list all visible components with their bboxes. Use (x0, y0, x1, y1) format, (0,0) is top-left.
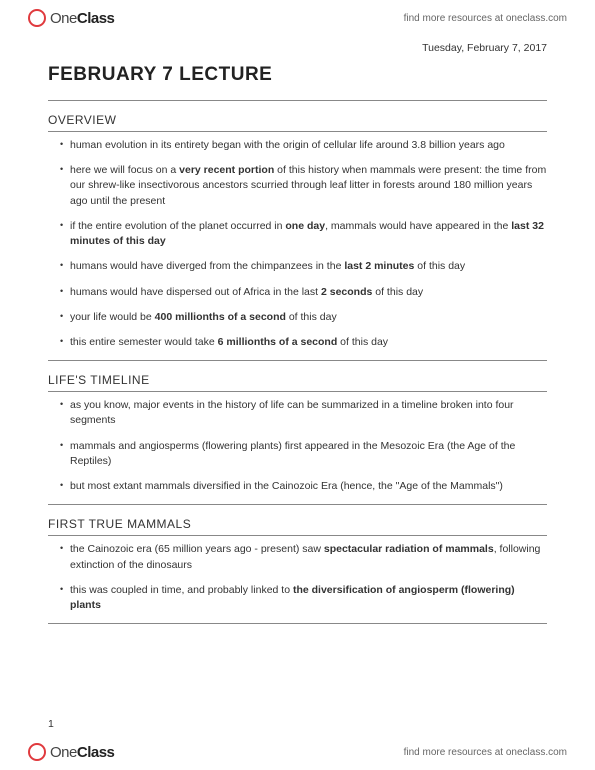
bold-text: 6 millionths of a second (218, 336, 338, 348)
divider (48, 131, 547, 132)
body-text: , mammals would have appeared in the (325, 220, 511, 232)
section-heading: LIFE'S TIMELINE (48, 373, 547, 387)
body-text: of this day (337, 336, 388, 348)
page-title: FEBRUARY 7 LECTURE (48, 64, 547, 86)
body-text: humans would have dispersed out of Afric… (70, 286, 321, 298)
bottom-bar: OneClass find more resources at oneclass… (0, 734, 595, 770)
list-item: as you know, major events in the history… (60, 398, 547, 428)
list-item: your life would be 400 millionths of a s… (60, 310, 547, 325)
bullet-list: the Cainozoic era (65 million years ago … (48, 542, 547, 613)
find-resources-link[interactable]: find more resources at oneclass.com (404, 13, 567, 24)
divider (48, 623, 547, 624)
body-text: but most extant mammals diversified in t… (70, 480, 503, 492)
body-text: as you know, major events in the history… (70, 399, 514, 426)
bold-text: 400 millionths of a second (155, 311, 286, 323)
body-text: of this day (372, 286, 423, 298)
divider (48, 391, 547, 392)
bold-text: very recent portion (179, 164, 274, 176)
page-number: 1 (48, 718, 54, 730)
divider (48, 100, 547, 101)
document-date: Tuesday, February 7, 2017 (48, 42, 547, 54)
body-text: humans would have diverged from the chim… (70, 260, 344, 272)
brand-text: OneClass (50, 744, 114, 761)
list-item: humans would have dispersed out of Afric… (60, 285, 547, 300)
top-bar: OneClass find more resources at oneclass… (0, 0, 595, 36)
brand-logo-footer: OneClass (28, 743, 114, 761)
list-item: if the entire evolution of the planet oc… (60, 219, 547, 249)
body-text: of this day (414, 260, 465, 272)
body-text: here we will focus on a (70, 164, 179, 176)
section-heading: OVERVIEW (48, 113, 547, 127)
bold-text: one day (285, 220, 325, 232)
find-resources-link-footer[interactable]: find more resources at oneclass.com (404, 747, 567, 758)
list-item: human evolution in its entirety began wi… (60, 138, 547, 153)
list-item: mammals and angiosperms (flowering plant… (60, 439, 547, 469)
divider (48, 360, 547, 361)
bold-text: 2 seconds (321, 286, 372, 298)
body-text: your life would be (70, 311, 155, 323)
list-item: the Cainozoic era (65 million years ago … (60, 542, 547, 572)
body-text: this entire semester would take (70, 336, 218, 348)
logo-icon (28, 743, 46, 761)
body-text: mammals and angiosperms (flowering plant… (70, 440, 515, 467)
bold-text: last 2 minutes (344, 260, 414, 272)
bullet-list: as you know, major events in the history… (48, 398, 547, 494)
list-item: this was coupled in time, and probably l… (60, 583, 547, 613)
body-text: of this day (286, 311, 337, 323)
list-item: humans would have diverged from the chim… (60, 259, 547, 274)
body-text: human evolution in its entirety began wi… (70, 139, 505, 151)
document-page: Tuesday, February 7, 2017 FEBRUARY 7 LEC… (0, 36, 595, 624)
bullet-list: human evolution in its entirety began wi… (48, 138, 547, 350)
bold-text: spectacular radiation of mammals (324, 543, 494, 555)
body-text: this was coupled in time, and probably l… (70, 584, 293, 596)
brand-logo: OneClass (28, 9, 114, 27)
divider (48, 504, 547, 505)
section-heading: FIRST TRUE MAMMALS (48, 517, 547, 531)
brand-text: OneClass (50, 10, 114, 27)
body-text: if the entire evolution of the planet oc… (70, 220, 285, 232)
body-text: the Cainozoic era (65 million years ago … (70, 543, 324, 555)
list-item: this entire semester would take 6 millio… (60, 335, 547, 350)
divider (48, 535, 547, 536)
logo-icon (28, 9, 46, 27)
list-item: but most extant mammals diversified in t… (60, 479, 547, 494)
list-item: here we will focus on a very recent port… (60, 163, 547, 209)
